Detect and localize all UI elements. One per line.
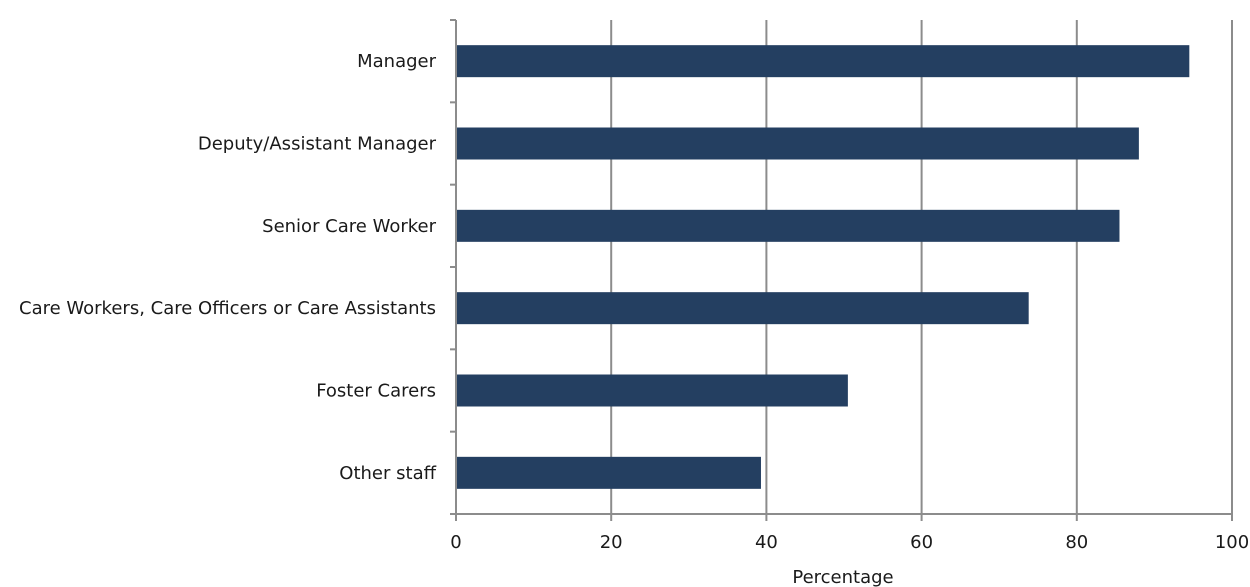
gridlines (610, 20, 1233, 514)
bars (456, 45, 1190, 489)
category-label: Foster Carers (316, 381, 436, 402)
bar (456, 292, 1029, 325)
x-tick-labels: 0 20 40 60 80 100 (450, 532, 1249, 553)
category-labels: Manager Deputy/Assistant Manager Senior Ca… (19, 51, 437, 484)
bar (456, 456, 761, 489)
x-tick-label: 100 (1215, 532, 1249, 553)
bar (456, 374, 848, 407)
bar (456, 127, 1139, 160)
x-tick-label: 40 (755, 532, 778, 553)
x-tick-label: 60 (910, 532, 933, 553)
category-label: Care Workers, Care Officers or Care Assi… (19, 298, 436, 319)
category-label: Manager (357, 51, 436, 72)
x-axis-title: Percentage (792, 567, 893, 587)
axes (450, 19, 1233, 521)
category-label: Deputy/Assistant Manager (198, 134, 437, 155)
bar (456, 209, 1120, 242)
x-tick-label: 0 (450, 532, 461, 553)
x-tick-label: 80 (1065, 532, 1088, 553)
bar (456, 45, 1190, 78)
category-label: Other staff (339, 463, 436, 484)
category-label: Senior Care Worker (262, 216, 436, 237)
x-tick-label: 20 (600, 532, 623, 553)
